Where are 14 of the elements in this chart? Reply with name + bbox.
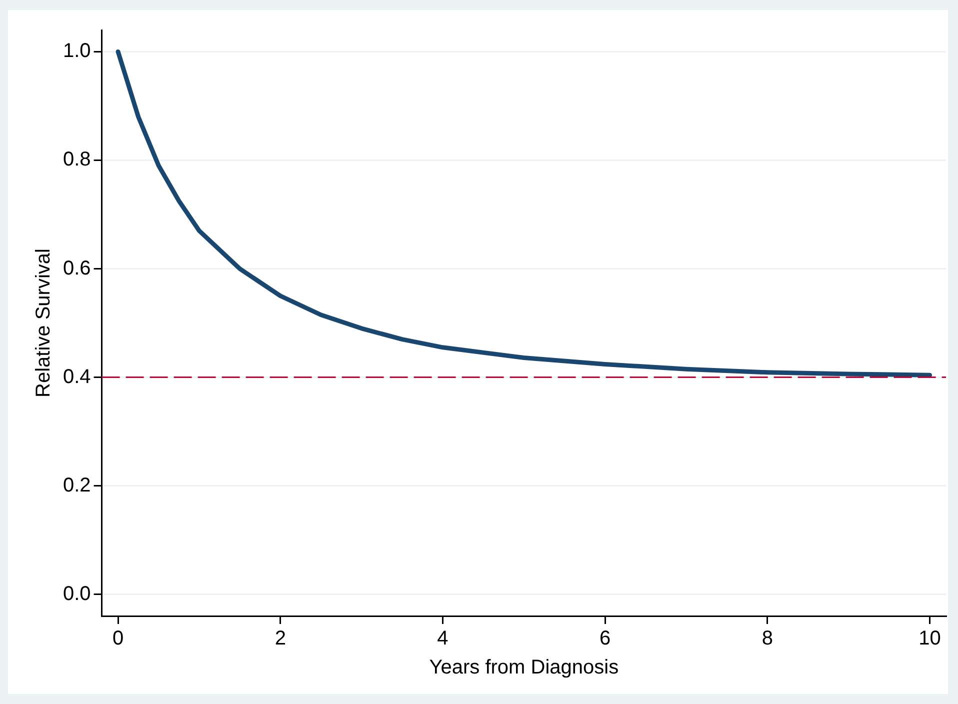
- y-tick-label: 0.8: [62, 148, 91, 171]
- y-axis-title: Relative Survival: [32, 248, 55, 398]
- y-tick-label: 0.0: [62, 582, 91, 605]
- x-tick-label: 0: [112, 628, 124, 650]
- y-tick-label: 0.4: [62, 366, 91, 388]
- x-tick-label: 4: [437, 628, 448, 650]
- x-tick-label: 6: [600, 628, 611, 650]
- x-tick-label: 8: [762, 628, 773, 650]
- y-tick-label: 0.6: [62, 257, 91, 280]
- x-tick-label: 2: [274, 628, 286, 650]
- y-tick-label: 0.2: [62, 474, 91, 496]
- x-tick-label: 10: [918, 628, 941, 650]
- y-tick-label: 1.0: [62, 40, 91, 62]
- x-axis-title: Years from Diagnosis: [429, 656, 619, 679]
